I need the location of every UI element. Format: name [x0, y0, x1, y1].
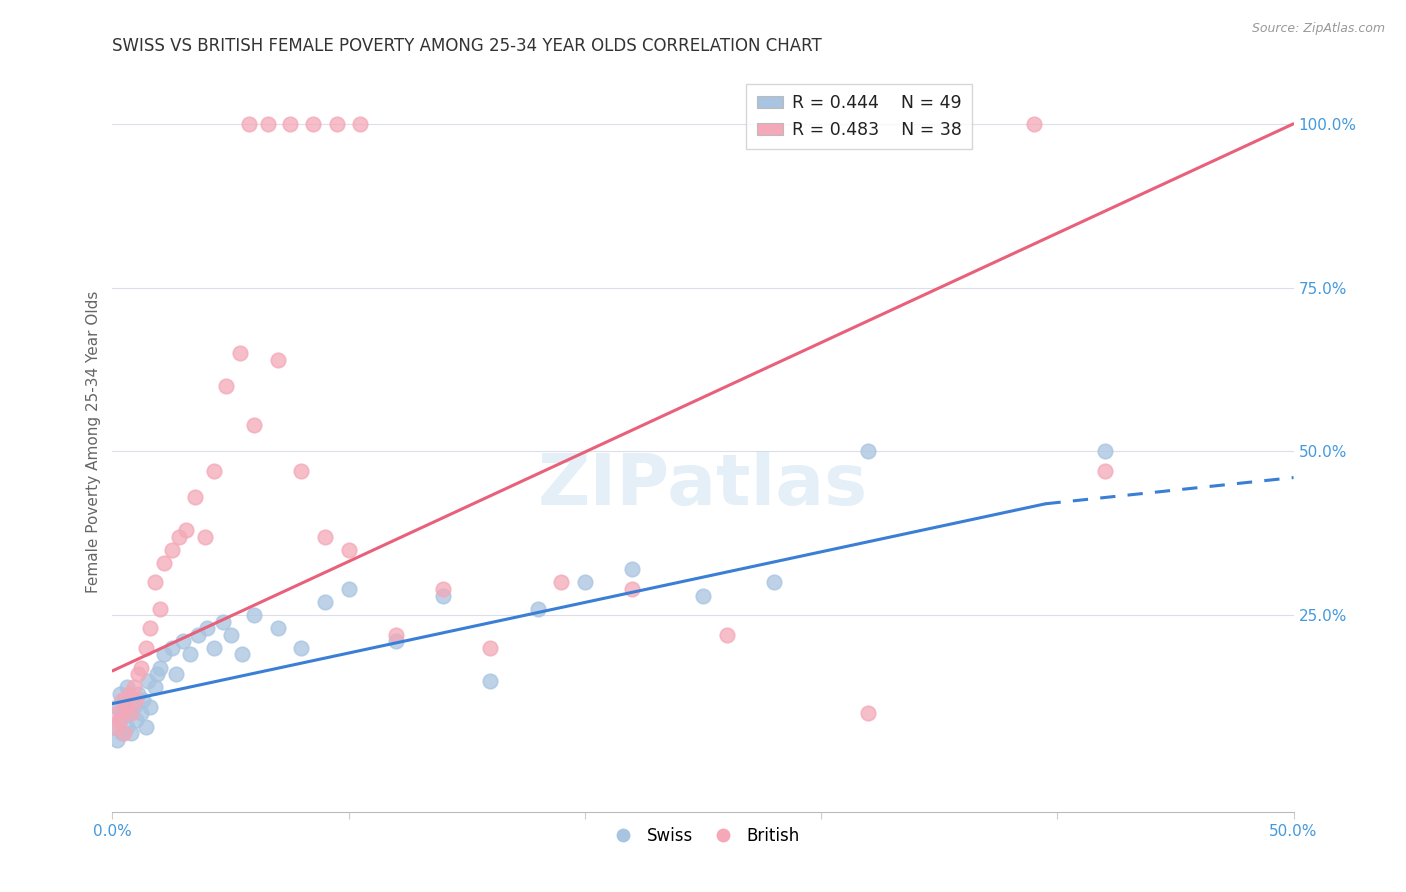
Point — [112, 726, 135, 740]
Point — [762, 575, 785, 590]
Point — [111, 726, 134, 740]
Point — [149, 660, 172, 674]
Point — [143, 575, 166, 590]
Point — [129, 706, 152, 721]
Point — [1094, 444, 1116, 458]
Point — [172, 634, 194, 648]
Point — [385, 628, 408, 642]
Point — [136, 673, 159, 688]
Point — [526, 601, 548, 615]
Point — [267, 352, 290, 367]
Point — [716, 628, 738, 642]
Point — [108, 713, 131, 727]
Point — [160, 542, 183, 557]
Point — [129, 660, 152, 674]
Point — [212, 615, 235, 629]
Point — [337, 582, 360, 596]
Point — [479, 673, 502, 688]
Point — [127, 667, 149, 681]
Point — [167, 530, 190, 544]
Point — [243, 418, 266, 433]
Point — [139, 621, 162, 635]
Point — [267, 621, 290, 635]
Point — [1022, 117, 1045, 131]
Point — [349, 117, 371, 131]
Point — [146, 667, 169, 681]
Point — [314, 595, 336, 609]
Point — [314, 530, 336, 544]
Point — [105, 699, 128, 714]
Point — [115, 699, 138, 714]
Point — [104, 720, 127, 734]
Text: ZIPatlas: ZIPatlas — [538, 451, 868, 520]
Point — [479, 640, 502, 655]
Point — [238, 117, 260, 131]
Point — [153, 556, 176, 570]
Point — [215, 379, 238, 393]
Point — [108, 687, 131, 701]
Point — [111, 693, 134, 707]
Point — [278, 117, 301, 131]
Point — [385, 634, 408, 648]
Point — [108, 713, 131, 727]
Point — [621, 562, 644, 576]
Point — [179, 648, 201, 662]
Point — [105, 706, 128, 721]
Point — [858, 706, 880, 721]
Point — [202, 464, 225, 478]
Point — [257, 117, 280, 131]
Point — [1094, 464, 1116, 478]
Point — [143, 680, 166, 694]
Point — [550, 575, 572, 590]
Point — [111, 706, 134, 721]
Point — [290, 464, 312, 478]
Point — [120, 706, 142, 721]
Point — [127, 687, 149, 701]
Point — [432, 582, 454, 596]
Point — [149, 601, 172, 615]
Point — [195, 621, 218, 635]
Point — [229, 346, 252, 360]
Point — [125, 693, 148, 707]
Point — [125, 713, 148, 727]
Legend: Swiss, British: Swiss, British — [600, 820, 806, 852]
Text: SWISS VS BRITISH FEMALE POVERTY AMONG 25-34 YEAR OLDS CORRELATION CHART: SWISS VS BRITISH FEMALE POVERTY AMONG 25… — [112, 37, 823, 54]
Point — [243, 608, 266, 623]
Point — [115, 680, 138, 694]
Point — [153, 648, 176, 662]
Point — [621, 582, 644, 596]
Point — [174, 523, 197, 537]
Point — [858, 444, 880, 458]
Y-axis label: Female Poverty Among 25-34 Year Olds: Female Poverty Among 25-34 Year Olds — [86, 291, 101, 592]
Point — [118, 687, 141, 701]
Point — [574, 575, 596, 590]
Point — [122, 680, 145, 694]
Point — [165, 667, 187, 681]
Point — [105, 732, 128, 747]
Point — [290, 640, 312, 655]
Point — [160, 640, 183, 655]
Point — [139, 699, 162, 714]
Point — [120, 726, 142, 740]
Point — [122, 699, 145, 714]
Point — [112, 693, 135, 707]
Point — [115, 720, 138, 734]
Point — [118, 706, 141, 721]
Point — [337, 542, 360, 557]
Point — [692, 589, 714, 603]
Point — [302, 117, 325, 131]
Point — [432, 589, 454, 603]
Point — [231, 648, 253, 662]
Point — [219, 628, 242, 642]
Point — [104, 720, 127, 734]
Point — [184, 490, 207, 504]
Point — [186, 628, 208, 642]
Point — [326, 117, 349, 131]
Point — [135, 720, 157, 734]
Point — [135, 640, 157, 655]
Point — [194, 530, 217, 544]
Point — [132, 693, 155, 707]
Point — [202, 640, 225, 655]
Text: Source: ZipAtlas.com: Source: ZipAtlas.com — [1251, 22, 1385, 36]
